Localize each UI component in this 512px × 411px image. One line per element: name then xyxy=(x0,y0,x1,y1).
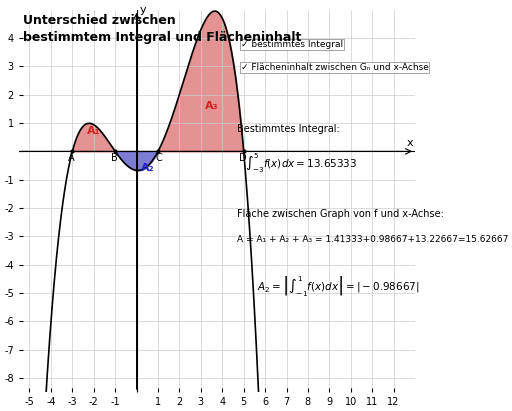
Text: A: A xyxy=(68,153,75,163)
Text: ✓ Flächeninhalt zwischen Gₙ und x-Achse: ✓ Flächeninhalt zwischen Gₙ und x-Achse xyxy=(241,63,429,72)
Text: A₁: A₁ xyxy=(88,126,101,136)
Text: x: x xyxy=(406,138,413,148)
Text: A₂: A₂ xyxy=(141,163,154,173)
Text: Bestimmtes Integral:: Bestimmtes Integral: xyxy=(237,125,339,134)
Text: D: D xyxy=(239,153,246,163)
Text: ✓ bestimmtes Integral: ✓ bestimmtes Integral xyxy=(241,40,343,49)
Text: A₃: A₃ xyxy=(205,101,219,111)
Text: Unterschied zwischen
bestimmtem Integral und Flächeninhalt: Unterschied zwischen bestimmtem Integral… xyxy=(23,14,301,44)
Text: $\int_{-3}^{5} f(x)dx = 13.65333$: $\int_{-3}^{5} f(x)dx = 13.65333$ xyxy=(245,151,357,175)
Text: C: C xyxy=(156,153,162,163)
Text: y: y xyxy=(140,5,146,15)
Text: A = A₁ + A₂ + A₃ = 1.41333+0.98667+13.22667=15.62667: A = A₁ + A₂ + A₃ = 1.41333+0.98667+13.22… xyxy=(237,235,508,244)
Text: Fläche zwischen Graph von f und x-Achse:: Fläche zwischen Graph von f und x-Achse: xyxy=(237,208,443,219)
Text: $A_2 = \left|\int_{-1}^{1} f(x)dx\right| = |-0.98667|$: $A_2 = \left|\int_{-1}^{1} f(x)dx\right|… xyxy=(257,273,419,298)
Text: B: B xyxy=(111,153,117,163)
